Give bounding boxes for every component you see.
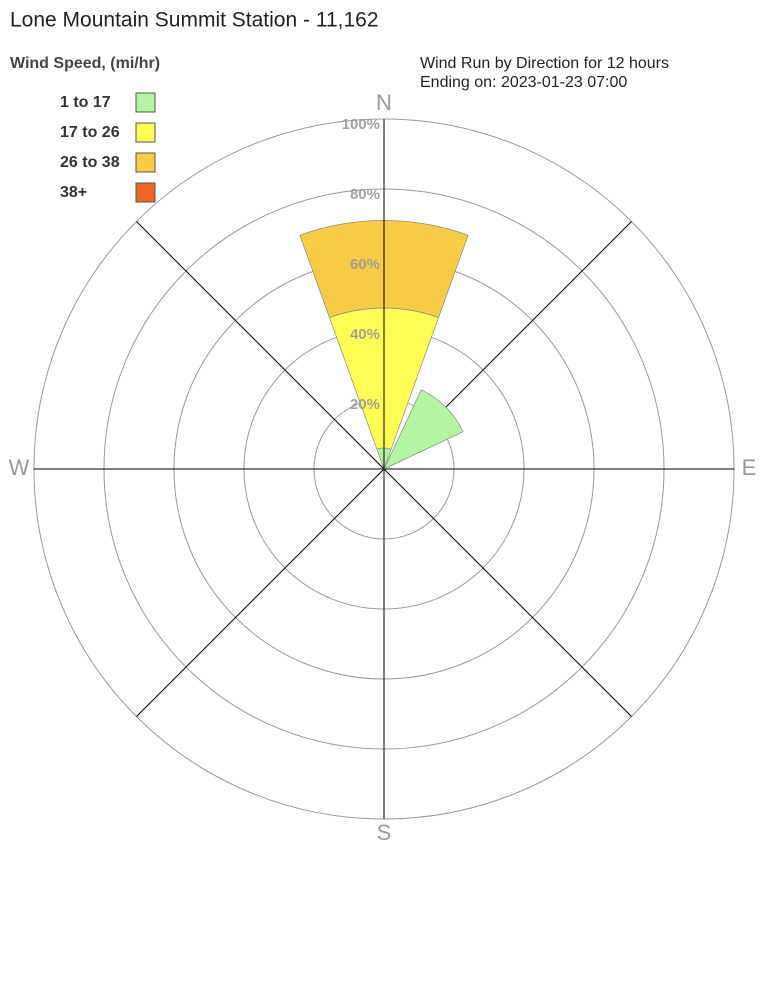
legend-swatch bbox=[135, 182, 156, 203]
chart-title: Lone Mountain Summit Station - 11,162 bbox=[10, 9, 379, 32]
legend-label: 1 to 17 bbox=[60, 94, 111, 111]
legend-label: 38+ bbox=[60, 184, 87, 201]
direction-label: S bbox=[377, 820, 392, 845]
spoke bbox=[383, 468, 632, 717]
r-tick-label: 60% bbox=[350, 256, 380, 273]
subtitle: Wind Run by Direction for 12 hours bbox=[420, 55, 669, 72]
legend-swatch bbox=[135, 92, 156, 113]
direction-label: W bbox=[9, 455, 30, 480]
subtitle: Ending on: 2023-01-23 07:00 bbox=[420, 74, 627, 91]
legend-title: Wind Speed, (mi/hr) bbox=[10, 55, 160, 72]
r-tick-label: 20% bbox=[350, 396, 380, 413]
r-tick-label: 100% bbox=[342, 116, 380, 133]
r-tick-label: 40% bbox=[350, 326, 380, 343]
spoke bbox=[136, 221, 385, 470]
spoke bbox=[136, 468, 385, 717]
direction-label: E bbox=[742, 455, 757, 480]
legend-label: 26 to 38 bbox=[60, 154, 120, 171]
legend-swatch bbox=[135, 152, 156, 173]
legend-swatch bbox=[135, 122, 156, 143]
direction-label: N bbox=[376, 90, 392, 115]
legend-label: 17 to 26 bbox=[60, 124, 120, 141]
wedge bbox=[383, 389, 464, 470]
r-tick-label: 80% bbox=[350, 186, 380, 203]
